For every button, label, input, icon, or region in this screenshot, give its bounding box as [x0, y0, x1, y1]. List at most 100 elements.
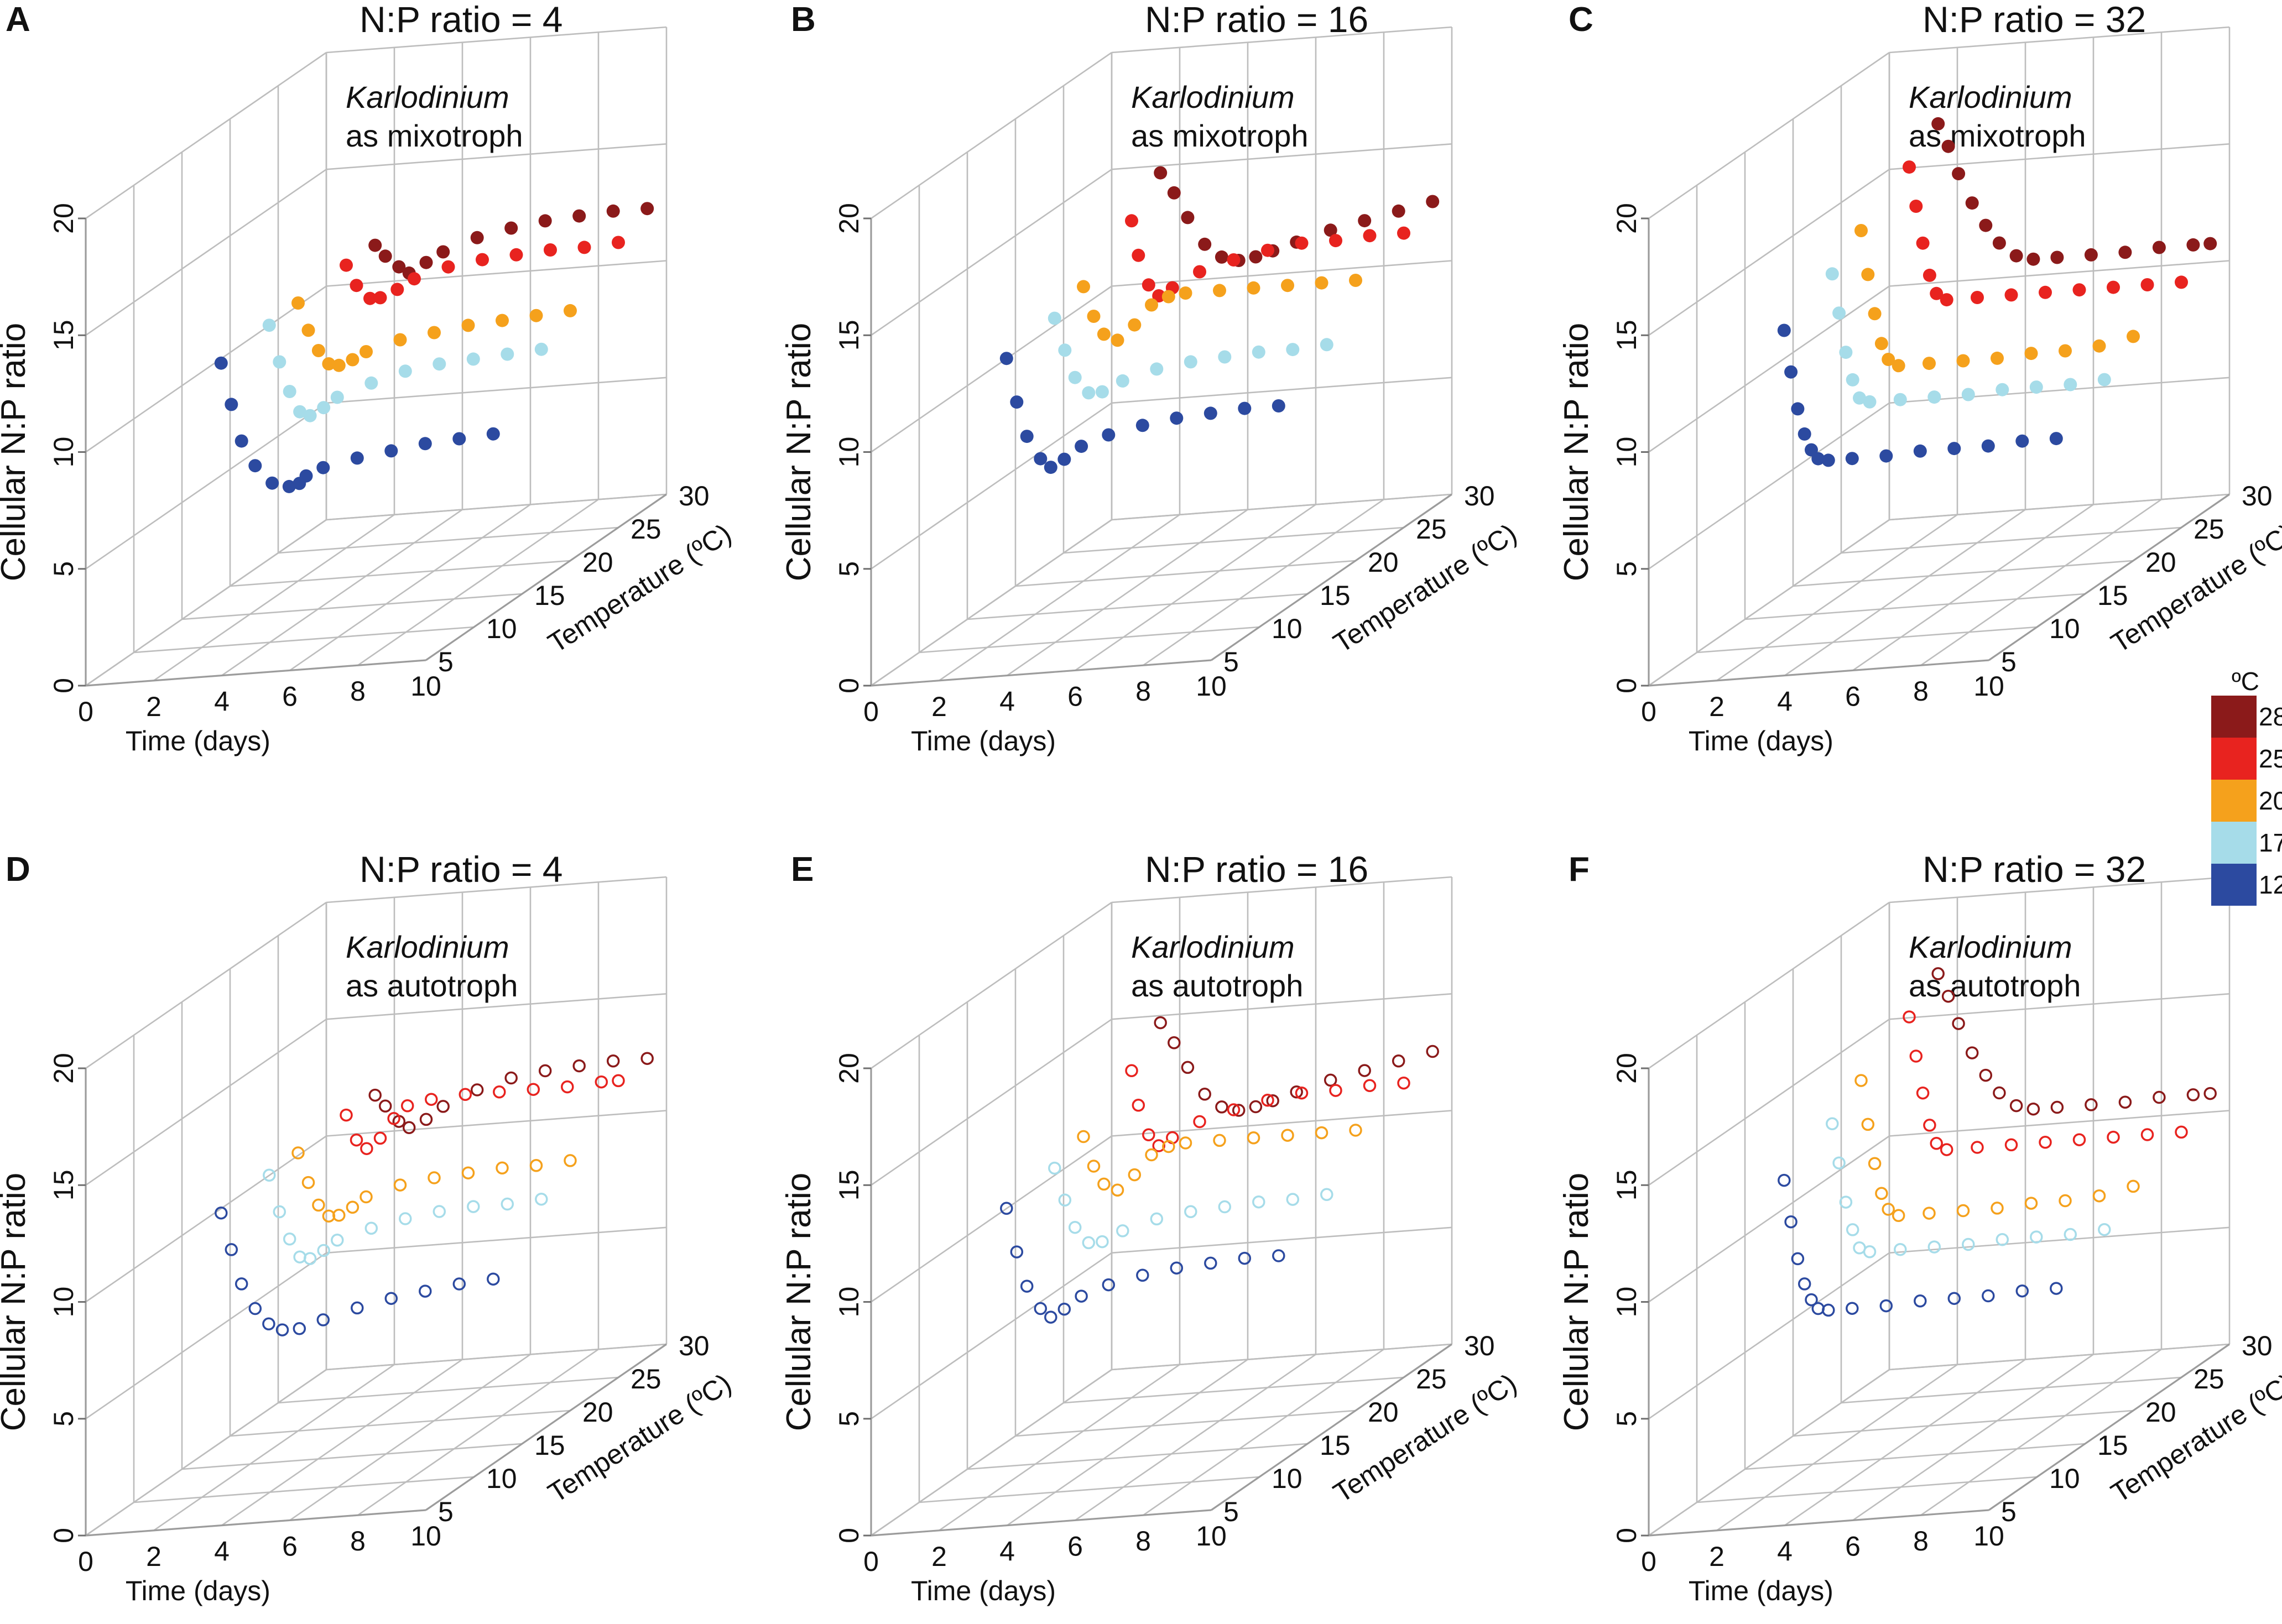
data-point	[332, 1209, 346, 1222]
series-28c	[1931, 967, 2217, 1116]
y-tick-label: 5	[833, 1411, 864, 1427]
data-point	[1057, 452, 1071, 466]
floor-gridline	[289, 504, 531, 671]
data-point	[2050, 1282, 2063, 1295]
data-point	[1167, 186, 1181, 200]
panel-title: N:P ratio = 32	[1922, 849, 2146, 890]
legend-swatch	[2211, 864, 2257, 906]
data-point	[1992, 236, 2006, 250]
x-tick-label: 6	[282, 1531, 298, 1562]
left-wall-gridline	[85, 402, 327, 570]
z-tick-label: 15	[1320, 1430, 1351, 1461]
back-wall-gridline	[1111, 143, 1452, 170]
z-tick-label: 10	[1272, 613, 1302, 644]
floor-gridline	[1784, 1359, 2026, 1526]
data-point	[2107, 280, 2120, 294]
data-point	[640, 202, 654, 216]
species-annotation: Karlodinium	[346, 80, 509, 114]
species-annotation: Karlodinium	[1909, 930, 2072, 964]
mode-annotation: as mixotroph	[1131, 118, 1309, 153]
series-20c	[291, 296, 577, 372]
data-point	[400, 1099, 414, 1113]
data-point	[595, 1075, 608, 1089]
legend-items: 28 25 20 17 12	[2211, 696, 2282, 906]
data-point	[535, 1192, 548, 1206]
data-point	[1077, 1130, 1090, 1143]
data-point	[1125, 214, 1138, 228]
data-point	[322, 357, 336, 370]
y-tick-label: 0	[48, 1528, 79, 1543]
x-tick-label: 10	[410, 1521, 441, 1552]
data-point	[1142, 278, 1155, 292]
y-tick-label: 10	[833, 437, 864, 468]
y-tick-label: 15	[48, 1169, 79, 1200]
data-point	[373, 291, 387, 305]
series-25c	[1125, 214, 1410, 302]
y-axis-title: Cellular N:P ratio	[1557, 1173, 1596, 1431]
floor-gridline	[1007, 509, 1248, 676]
data-point	[1931, 117, 1945, 130]
floor-gridline	[1716, 1364, 1958, 1531]
data-point	[1952, 1017, 1965, 1030]
z-tick-label: 5	[2001, 646, 2017, 677]
data-point	[1184, 1205, 1197, 1219]
data-point	[1161, 290, 1175, 304]
z-axis-line	[1211, 493, 1452, 661]
data-point	[1861, 1118, 1875, 1131]
data-point	[1941, 989, 1955, 1003]
data-point	[538, 214, 552, 228]
data-point	[346, 353, 360, 367]
series-25c	[1903, 1010, 2188, 1156]
data-point	[1111, 1183, 1124, 1197]
data-point	[1249, 1100, 1263, 1114]
data-point	[2092, 339, 2106, 353]
z-tick-label: 5	[438, 646, 454, 677]
data-point	[1181, 1061, 1195, 1074]
data-point	[561, 1080, 574, 1094]
data-point	[2153, 1090, 2166, 1104]
data-point	[1914, 1294, 1927, 1308]
legend-swatch	[2211, 696, 2257, 738]
series-20c	[1854, 1074, 2140, 1223]
data-point	[2004, 288, 2018, 302]
data-point	[1324, 1073, 1337, 1087]
x-axis-title: Time (days)	[126, 725, 270, 756]
data-point	[1010, 395, 1024, 409]
data-point	[1993, 1086, 2006, 1100]
series-20c	[1077, 274, 1362, 347]
data-point	[1892, 1209, 1905, 1223]
data-point	[363, 291, 377, 305]
data-point	[1247, 1131, 1260, 1145]
data-point	[1150, 1212, 1164, 1226]
left-wall-gridline	[85, 1252, 327, 1419]
y-tick-label: 15	[1611, 320, 1642, 351]
data-point	[1426, 1045, 1439, 1058]
data-point	[419, 1113, 433, 1126]
data-point	[1152, 289, 1166, 302]
data-point	[1116, 374, 1129, 388]
data-point	[1358, 1064, 1371, 1077]
z-tick-label: 30	[1464, 481, 1495, 511]
legend-title: ºC	[2232, 667, 2259, 696]
data-point	[1956, 354, 1970, 368]
data-point	[1979, 218, 1993, 232]
data-point	[1778, 1173, 1791, 1187]
data-point	[1281, 279, 1294, 293]
data-point	[1232, 1104, 1246, 1117]
data-point	[282, 479, 296, 493]
z-tick-label: 25	[1416, 1364, 1447, 1395]
data-point	[470, 1083, 484, 1096]
floor-gridline	[919, 626, 1260, 654]
legend-label: 28	[2259, 702, 2282, 731]
y-tick-label: 10	[833, 1287, 864, 1318]
data-point	[606, 204, 620, 218]
left-wall-gridline	[1648, 169, 1890, 336]
left-wall-gridline	[1648, 51, 1890, 220]
data-point	[1082, 386, 1096, 400]
z-tick-label: 20	[1368, 547, 1399, 578]
mode-annotation: as autotroph	[1131, 968, 1303, 1003]
panel-title: N:P ratio = 16	[1145, 849, 1368, 890]
y-tick-label: 0	[833, 678, 864, 693]
